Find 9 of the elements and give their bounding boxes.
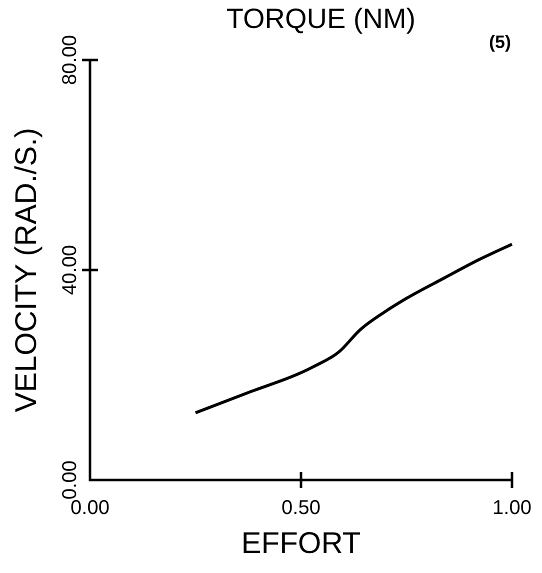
y-tick-label: 80.00 xyxy=(59,34,81,86)
x-tick-label: 0.50 xyxy=(282,497,320,519)
y-tick-label: 40.00 xyxy=(59,244,81,296)
text: (5) xyxy=(489,32,512,52)
x-axis-title: EFFORT xyxy=(241,527,361,560)
y-axis-title: VELOCITY (RAD./S.) xyxy=(10,128,43,412)
line-series xyxy=(194,242,514,414)
chart-title: TORQUE (NM) xyxy=(226,3,416,34)
x-tick-label: 1.00 xyxy=(492,497,532,519)
